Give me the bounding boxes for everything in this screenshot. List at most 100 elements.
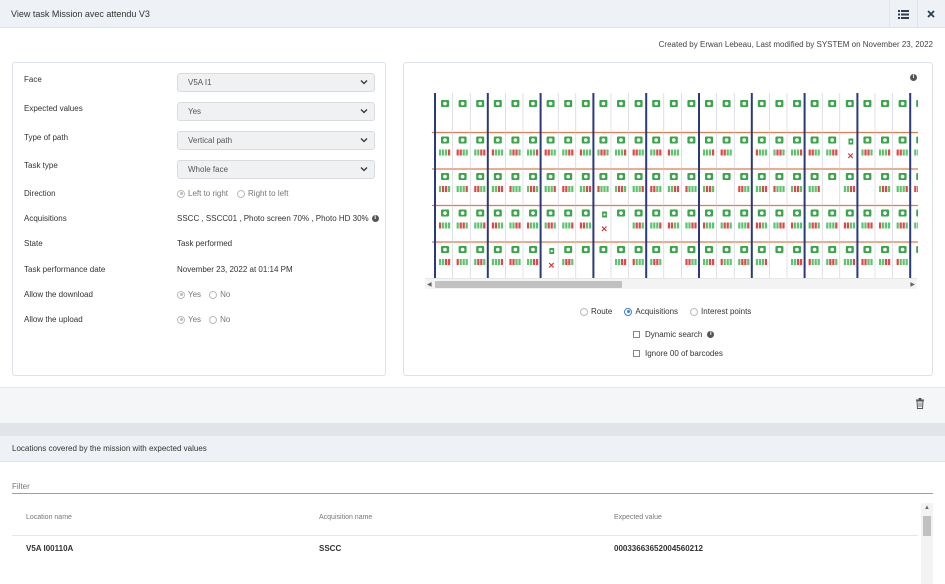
camera-icon: ◘ — [601, 211, 607, 220]
acquisitions-value: SSCC , SSCC01 , Photo screen 70% , Photo… — [177, 214, 369, 223]
barcode-bar — [761, 259, 764, 265]
barcode-bar — [585, 222, 588, 229]
acquisitions-label: Acquisitions — [24, 214, 67, 223]
camera-lens-icon — [619, 101, 623, 106]
vertical-scrollbar[interactable]: ▲ — [921, 503, 933, 584]
barcode-bar — [782, 222, 785, 229]
upload-yes-radio[interactable] — [177, 315, 185, 324]
camera-lens-icon — [601, 174, 606, 179]
camera-lens-icon — [460, 247, 465, 252]
camera-lens-icon — [601, 101, 606, 106]
barcode-bar — [659, 149, 662, 156]
camera-lens-icon — [531, 211, 535, 215]
barcode-bar — [512, 149, 515, 156]
dynamic-search-checkbox[interactable] — [633, 331, 640, 338]
download-yes-radio[interactable] — [177, 290, 185, 299]
camera-lens-icon — [812, 174, 817, 179]
info-icon[interactable]: i — [910, 74, 917, 81]
action-bar — [0, 387, 945, 423]
barcode-bar — [694, 186, 697, 192]
close-button[interactable] — [917, 0, 944, 28]
camera-lens-icon — [760, 211, 764, 215]
scroll-up-icon[interactable]: ▲ — [924, 505, 930, 511]
info-icon[interactable]: i — [371, 215, 379, 222]
barcode-bar — [794, 259, 797, 265]
barcode-bar — [500, 222, 503, 229]
barcode-bar — [852, 186, 855, 192]
camera-lens-icon — [531, 101, 535, 106]
barcode-bar — [817, 222, 820, 229]
barcode-bar — [656, 186, 659, 192]
camera-lens-icon — [478, 174, 482, 179]
direction-right-radio[interactable] — [237, 189, 246, 198]
face-select[interactable]: V5A I1 — [177, 73, 375, 92]
interest-points-radio[interactable] — [690, 307, 699, 316]
barcode-bar — [638, 149, 641, 156]
scrollbar-thumb[interactable] — [923, 516, 931, 536]
scrollbar-thumb[interactable] — [435, 281, 622, 288]
camera-lens-icon — [566, 211, 570, 215]
camera-lens-icon — [795, 138, 799, 142]
barcode-bar — [656, 222, 659, 229]
face-value: V5A I1 — [188, 78, 212, 87]
barcode-bar — [562, 186, 565, 192]
ignore-barcodes-checkbox[interactable] — [633, 350, 640, 357]
barcode-bar — [462, 186, 465, 192]
camera-lens-icon — [900, 101, 905, 106]
info-icon[interactable]: i — [707, 331, 715, 338]
rack-grid[interactable]: ◘ × ◘ × ◘ × — [432, 93, 918, 303]
created-by-text: Created by Erwan Lebeau, Last modified b… — [658, 40, 933, 49]
expected-values-select[interactable]: Yes — [177, 102, 375, 121]
camera-lens-icon — [777, 138, 782, 142]
barcode-bar — [536, 259, 539, 265]
scroll-left-icon[interactable]: ◀ — [427, 282, 432, 288]
barcode-bar — [536, 222, 539, 229]
type-of-path-select[interactable]: Vertical path — [177, 131, 375, 150]
barcode-bar — [888, 259, 891, 265]
list-view-button[interactable] — [889, 0, 916, 28]
camera-lens-icon — [460, 101, 465, 106]
camera-lens-icon — [883, 174, 887, 179]
download-no-radio[interactable] — [209, 290, 218, 299]
barcode-bar — [773, 149, 776, 156]
filter-input[interactable]: Filter — [12, 479, 933, 494]
barcode-bar — [553, 149, 556, 156]
direction-left-radio[interactable] — [177, 189, 185, 198]
barcode-bar — [779, 149, 782, 156]
upload-yes-label: Yes — [188, 315, 202, 324]
error-icon: × — [548, 261, 556, 271]
barcode-bar — [864, 259, 867, 265]
scroll-right-icon[interactable]: ▶ — [910, 282, 915, 288]
barcode-bar — [797, 149, 800, 156]
barcode-bar — [758, 259, 761, 265]
column-header-location[interactable]: Location name — [26, 514, 72, 521]
trash-icon[interactable] — [915, 398, 925, 409]
camera-lens-icon — [460, 138, 465, 142]
upload-no-radio[interactable] — [209, 315, 218, 324]
column-header-acquisition[interactable]: Acquisition name — [319, 514, 373, 521]
barcode-bar — [744, 186, 747, 192]
camera-lens-icon — [865, 247, 870, 252]
horizontal-scrollbar[interactable]: ◀ ▶ — [425, 278, 917, 289]
barcode-bar — [565, 222, 568, 229]
column-header-expected[interactable]: Expected value — [614, 514, 662, 521]
barcode-bar — [720, 259, 723, 265]
barcode-bar — [723, 222, 726, 229]
error-icon: × — [847, 152, 855, 162]
camera-lens-icon — [760, 138, 764, 142]
barcode-bar — [518, 149, 521, 156]
barcode-bar — [703, 149, 706, 156]
barcode-bar — [477, 186, 480, 192]
barcode-bar — [902, 259, 905, 265]
camera-lens-icon — [672, 174, 676, 179]
barcode-bar — [571, 259, 574, 265]
barcode-bar — [641, 149, 644, 156]
camera-lens-icon — [478, 138, 482, 142]
allow-download-radios: Yes No — [177, 290, 230, 299]
barcode-bar — [794, 186, 797, 192]
barcode-bar — [864, 222, 867, 229]
task-type-select[interactable]: Whole face — [177, 160, 375, 179]
acquisitions-radio[interactable] — [624, 307, 633, 316]
dynamic-search-row: Dynamic search i — [633, 330, 715, 339]
route-radio[interactable] — [580, 307, 588, 316]
